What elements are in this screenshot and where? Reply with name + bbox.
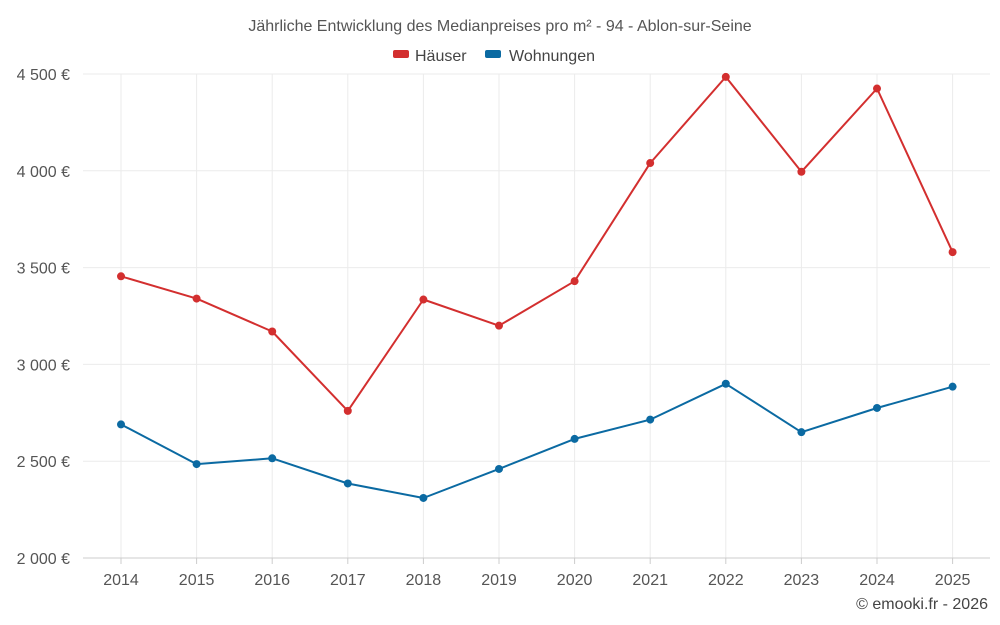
axes: 2 000 € 2 500 € 3 000 € 3 500 € 4 000 € 4 500…	[17, 67, 990, 589]
grid	[83, 73, 990, 558]
data-point[interactable]	[117, 420, 125, 429]
x-tick-label: 2020	[557, 572, 593, 589]
data-point[interactable]	[797, 167, 806, 176]
legend: Häuser Wohnungen	[393, 48, 595, 65]
y-tick-label: 2 500 €	[17, 454, 70, 471]
data-point[interactable]	[948, 248, 957, 257]
x-tick-label: 2022	[708, 572, 744, 589]
y-tick-label: 4 500 €	[17, 67, 70, 84]
x-tick-label: 2019	[481, 572, 517, 589]
x-tick-label: 2024	[859, 572, 895, 589]
x-tick-label: 2025	[935, 572, 971, 589]
series-haeuser	[117, 72, 957, 415]
x-tick-label: 2016	[254, 572, 290, 589]
data-point[interactable]	[343, 479, 352, 488]
data-point[interactable]	[873, 84, 881, 93]
legend-swatch-haeuser	[393, 50, 409, 58]
x-tick-label: 2018	[406, 572, 442, 589]
data-point[interactable]	[268, 327, 277, 336]
data-point[interactable]	[192, 294, 201, 303]
data-point[interactable]	[873, 403, 881, 412]
data-point[interactable]	[419, 295, 428, 304]
x-tick-label: 2021	[632, 572, 668, 589]
data-point[interactable]	[192, 460, 201, 469]
legend-swatch-wohnungen	[485, 50, 501, 58]
data-point[interactable]	[721, 72, 730, 81]
data-point[interactable]	[646, 415, 655, 424]
data-point[interactable]	[268, 454, 277, 463]
series	[117, 72, 957, 502]
y-tick-label: 3 500 €	[17, 261, 70, 278]
series-line	[120, 75, 954, 412]
x-tick-label: 2014	[103, 572, 139, 589]
data-point[interactable]	[570, 434, 579, 443]
x-tick-label: 2023	[784, 572, 820, 589]
y-tick-label: 2 000 €	[17, 551, 70, 568]
data-point[interactable]	[570, 277, 579, 286]
data-point[interactable]	[721, 379, 730, 388]
data-point[interactable]	[646, 159, 655, 168]
series-wohnungen	[117, 379, 957, 502]
data-point[interactable]	[495, 464, 503, 473]
legend-label-haeuser[interactable]: Häuser	[415, 48, 467, 65]
data-point[interactable]	[797, 428, 806, 437]
chart-title: Jährliche Entwicklung des Medianpreises …	[248, 18, 751, 35]
series-line	[120, 382, 953, 499]
x-tick-label: 2015	[179, 572, 215, 589]
legend-label-wohnungen[interactable]: Wohnungen	[509, 48, 595, 65]
data-point[interactable]	[117, 272, 125, 281]
x-tick-label: 2017	[330, 572, 366, 589]
y-tick-label: 3 000 €	[17, 357, 70, 374]
data-point[interactable]	[343, 406, 352, 415]
credit-text: © emooki.fr - 2026	[856, 596, 988, 613]
data-point[interactable]	[948, 382, 957, 391]
y-tick-label: 4 000 €	[17, 164, 70, 181]
data-point[interactable]	[419, 493, 428, 502]
data-point[interactable]	[495, 321, 503, 330]
